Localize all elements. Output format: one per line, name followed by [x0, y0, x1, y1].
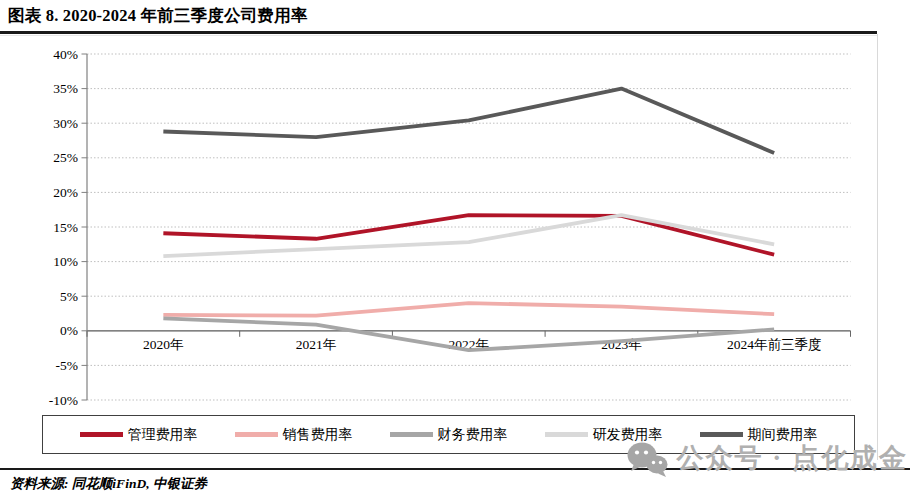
figure-title: 图表 8. 2020-2024 年前三季度公司费用率: [8, 5, 307, 27]
x-tick-label: 2021年: [296, 337, 337, 352]
y-tick-label: 10%: [53, 254, 78, 269]
series-line-4: [163, 89, 774, 153]
y-tick-label: 30%: [53, 116, 78, 131]
line-chart-plot: 40% 35% 30% 25% 20% 15% 10% 5% 0% -5% -10% 2020年 202…: [0, 36, 910, 416]
y-tick-label: 25%: [53, 150, 78, 165]
series-line-0: [163, 215, 774, 254]
x-tick-label: 2024年前三季度: [727, 337, 822, 352]
legend-item-2: 财务费用率: [390, 426, 508, 444]
y-tick-label: 35%: [53, 81, 78, 96]
y-tick-label: 0%: [60, 323, 78, 338]
legend-swatch-3: [545, 432, 588, 437]
legend-item-0: 管理费用率: [80, 426, 198, 444]
y-tick-label: 5%: [60, 289, 78, 304]
title-underline: [0, 31, 877, 34]
watermark-text: 公众号 · 点化成金: [676, 440, 908, 476]
y-tick-label: 20%: [53, 185, 78, 200]
legend-swatch-0: [80, 432, 123, 437]
wechat-icon: [625, 438, 669, 478]
legend-swatch-2: [390, 432, 433, 437]
legend-label-1: 销售费用率: [283, 426, 353, 444]
legend-label-0: 管理费用率: [128, 426, 198, 444]
watermark: 公众号 · 点化成金: [625, 437, 908, 479]
source-note: 资料来源: 同花顺iFinD, 中银证券: [10, 475, 207, 493]
series-line-1: [163, 303, 774, 315]
y-tick-label: 15%: [53, 220, 78, 235]
y-tick-label: -10%: [49, 393, 78, 408]
x-tick-label: 2020年: [143, 337, 184, 352]
legend-swatch-1: [235, 432, 278, 437]
legend-label-2: 财务费用率: [438, 426, 508, 444]
y-tick-label: 40%: [53, 47, 78, 62]
report-figure-page: 图表 8. 2020-2024 年前三季度公司费用率 40% 35% 30% 25% 2…: [0, 0, 910, 495]
y-tick-label: -5%: [56, 358, 79, 373]
legend-item-1: 销售费用率: [235, 426, 353, 444]
